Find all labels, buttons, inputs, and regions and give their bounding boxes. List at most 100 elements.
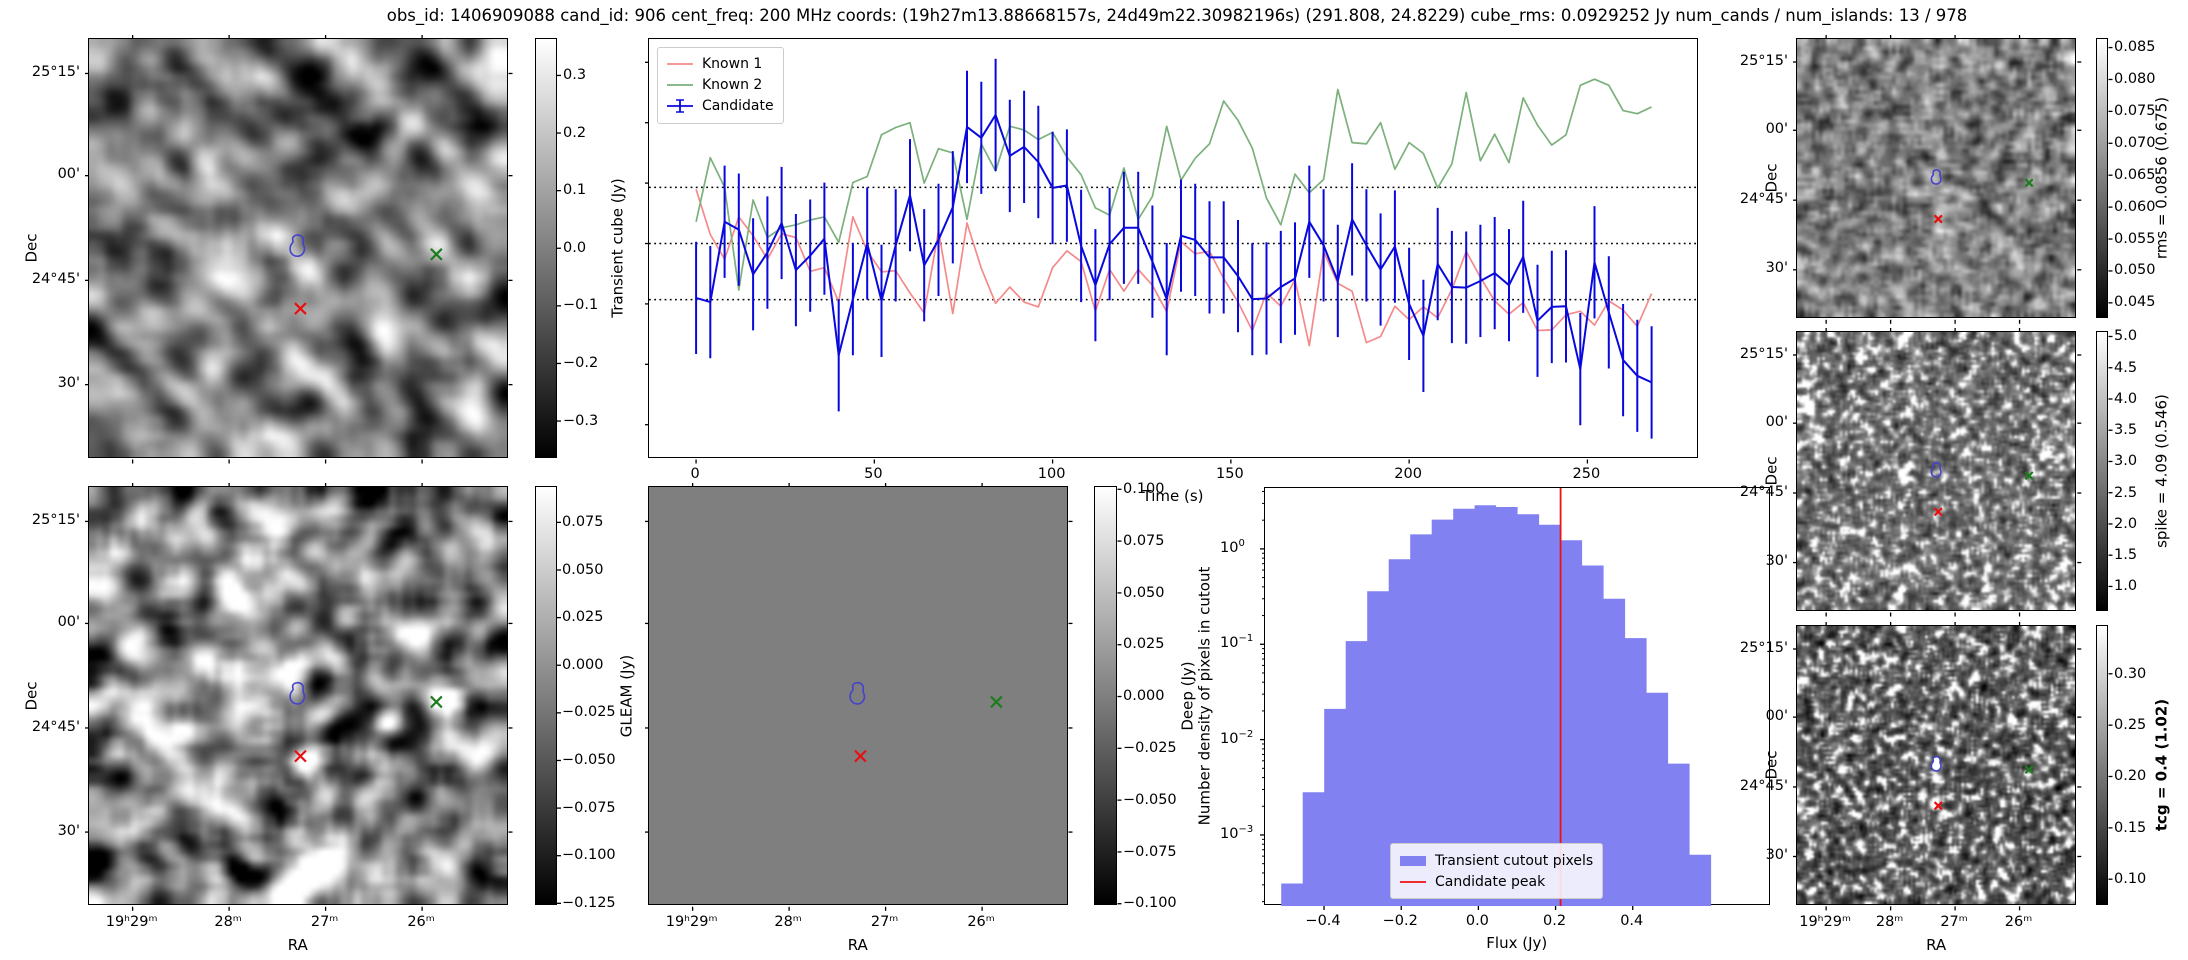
ra-tick-label: 27ᵐ <box>870 914 899 931</box>
colorbar-label-tcg: tcg = 0.4 (1.02) <box>2152 699 2171 832</box>
ra-tick-label: 27ᵐ <box>1940 914 1968 931</box>
panel-gleam-map <box>85 482 513 911</box>
candidate-contour <box>849 681 866 705</box>
candidate-line <box>695 113 1653 383</box>
colorbar-tick-label: 2.0 <box>2114 515 2138 532</box>
legend-item: Known 2 <box>666 75 774 96</box>
flux-tick-label: −0.4 <box>1305 913 1341 929</box>
dec-tick-label: 30' <box>57 822 80 839</box>
dec-tick-label: 24°45' <box>1739 483 1788 500</box>
time-axis-label: Time (s) <box>1142 487 1204 505</box>
colorbar-transient_cube <box>535 37 557 458</box>
p-tcg-image <box>1797 626 2076 905</box>
dec-tick-label: 24°45' <box>31 270 80 287</box>
ra-tick-label: 28ᵐ <box>214 914 242 931</box>
density-tick-label: 100 <box>1220 537 1245 556</box>
dec-tick-label: 25°15' <box>31 511 80 528</box>
legend-item: Candidate peak <box>1399 871 1593 892</box>
colorbar-tick-label: 3.5 <box>2114 421 2138 438</box>
colorbar-tick-label: 4.0 <box>2114 390 2138 407</box>
colorbar-tick-label: 0.050 <box>2114 262 2156 279</box>
colorbar-tick-label: 0.100 <box>1123 480 1165 497</box>
colorbar-label-deep: Deep (Jy) <box>1178 660 1197 731</box>
known2-line <box>695 77 1652 291</box>
ra-tick-label: 26ᵐ <box>967 914 995 931</box>
time-tick-label: 0 <box>690 466 700 482</box>
dec-axis-label: Dec <box>22 233 41 263</box>
colorbar-tcg <box>2095 625 2109 906</box>
ra-tick-label: 26ᵐ <box>407 914 435 931</box>
legend-label: Known 2 <box>702 77 763 93</box>
p-spike-image <box>1797 331 2076 611</box>
flux-tick-label: 0.2 <box>1543 913 1567 929</box>
colorbar-tick-label: −0.1 <box>563 297 599 314</box>
colorbar-tick-label: 0.3 <box>563 66 587 83</box>
dec-tick-label: 30' <box>1765 553 1788 570</box>
time-tick-label: 150 <box>1216 466 1244 482</box>
dec-tick-label: 24°45' <box>1739 190 1788 207</box>
candidate-errorbars <box>695 58 1653 439</box>
density-tick-label: 10−3 <box>1220 823 1254 842</box>
ra-tick-label: 28ᵐ <box>1875 914 1904 931</box>
ra-axis-label: RA <box>1926 936 1947 955</box>
dec-tick-label: 30' <box>1765 847 1788 864</box>
panel-spike-map <box>1793 327 2082 617</box>
colorbar-label-gleam: GLEAM (Jy) <box>617 654 636 737</box>
dec-axis-label: Dec <box>1762 163 1781 193</box>
flux-tick-label: 0.0 <box>1465 913 1489 929</box>
colorbar-tick-label: 0.25 <box>2114 716 2147 733</box>
panel-tcg-map <box>1793 622 2082 911</box>
colorbar-tick-label: 0.075 <box>2114 102 2156 119</box>
light-curve-legend: Known 1 Known 2 Candidate <box>657 46 784 124</box>
colorbar-tick-label: −0.075 <box>1123 843 1177 860</box>
dec-tick-label: 25°15' <box>1739 639 1788 656</box>
time-tick-label: 250 <box>1572 466 1601 482</box>
time-tick-label: 100 <box>1037 466 1066 482</box>
dec-tick-label: 24°45' <box>1739 777 1788 794</box>
known1-line <box>695 188 1653 346</box>
ra-axis-label: RA <box>847 936 868 955</box>
dec-tick-label: 00' <box>1765 120 1788 137</box>
ra-tick-label: 19ʰ29ᵐ <box>105 914 158 931</box>
colorbar-tick-label: 0.0 <box>563 239 587 256</box>
panel-transient-cube-map <box>85 34 513 463</box>
colorbar-tick-label: 0.045 <box>2114 294 2156 311</box>
colorbar-tick-label: −0.100 <box>1123 895 1177 912</box>
ra-tick-label: 19ʰ29ᵐ <box>1799 914 1852 931</box>
ra-tick-label: 28ᵐ <box>774 914 802 931</box>
legend-label: Candidate peak <box>1435 873 1546 890</box>
known1-x-marker <box>854 749 867 762</box>
colorbar-gleam <box>535 485 557 906</box>
legend-swatch-transient-cutout-pixels <box>1400 855 1426 866</box>
histogram-legend: Transient cutout pixels Candidate peak <box>1390 843 1604 899</box>
dec-tick-label: 30' <box>57 374 80 391</box>
flux-tick-label: 0.4 <box>1620 913 1644 929</box>
colorbar-tick-label: 2.5 <box>2114 484 2138 501</box>
density-tick-label: 10−2 <box>1220 728 1254 747</box>
colorbar-tick-label: 0.075 <box>562 513 604 530</box>
colorbar-tick-label: −0.050 <box>1123 791 1177 808</box>
colorbar-tick-label: 3.0 <box>2114 453 2138 470</box>
colorbar-tick-label: −0.025 <box>562 704 616 721</box>
dec-axis-label: Dec <box>1762 750 1781 780</box>
ra-tick-label: 27ᵐ <box>310 914 339 931</box>
dec-tick-label: 24°45' <box>31 718 80 735</box>
p-deep-overlay <box>645 482 1073 911</box>
legend-item: Transient cutout pixels <box>1399 850 1593 871</box>
colorbar-tick-label: −0.3 <box>563 412 599 429</box>
colorbar-tick-label: 0.025 <box>1123 636 1165 653</box>
dec-tick-label: 00' <box>1765 413 1788 430</box>
colorbar-tick-label: 0.070 <box>2114 134 2156 151</box>
colorbar-tick-label: 0.055 <box>2114 230 2156 247</box>
panel-rms-map <box>1793 34 2082 324</box>
colorbar-tick-label: 0.15 <box>2114 819 2147 836</box>
p-rms-image <box>1797 38 2076 318</box>
colorbar-tick-label: −0.050 <box>562 751 616 768</box>
colorbar-tick-label: −0.100 <box>562 847 616 864</box>
density-axis-label: Number density of pixels in cutout <box>1195 566 1214 826</box>
colorbar-tick-label: 1.0 <box>2114 577 2138 594</box>
ra-tick-label: 26ᵐ <box>2004 914 2033 931</box>
colorbar-tick-label: 0.10 <box>2114 870 2147 887</box>
dec-axis-label: Dec <box>22 680 41 711</box>
